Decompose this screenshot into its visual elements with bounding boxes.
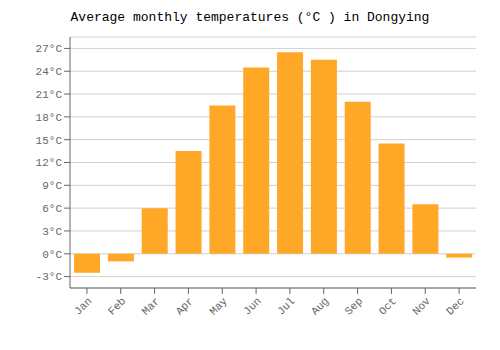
svg-text:15°C: 15°C [36,135,63,147]
svg-text:27°C: 27°C [36,43,63,55]
svg-text:-3°C: -3°C [36,271,63,283]
svg-text:6°C: 6°C [42,203,62,215]
svg-text:24°C: 24°C [36,66,63,78]
svg-text:Nov: Nov [410,295,433,318]
svg-text:3°C: 3°C [42,226,62,238]
svg-text:Aug: Aug [309,295,331,317]
svg-text:Jul: Jul [275,295,297,317]
svg-text:May: May [207,295,230,318]
svg-text:9°C: 9°C [42,180,62,192]
svg-text:Jun: Jun [241,295,263,317]
svg-text:Sep: Sep [343,295,365,317]
svg-text:Jan: Jan [72,295,94,317]
svg-text:0°C: 0°C [42,249,62,261]
svg-text:Oct: Oct [377,295,399,317]
svg-text:12°C: 12°C [36,157,63,169]
html-text:Average monthly temperatures (: Average monthly temperatures (°C ) in Do… [70,10,430,25]
svg-text:Apr: Apr [174,295,196,317]
svg-text:Mar: Mar [140,295,162,317]
svg-text:21°C: 21°C [36,89,63,101]
svg-text:Dec: Dec [444,295,466,317]
svg-text:18°C: 18°C [36,112,63,124]
svg-text:Feb: Feb [106,295,128,317]
